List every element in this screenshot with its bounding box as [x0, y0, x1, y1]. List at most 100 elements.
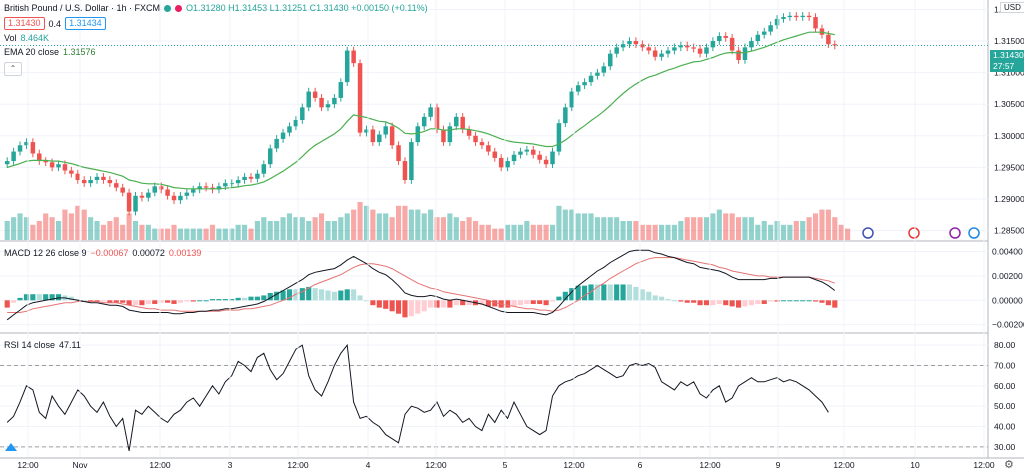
status-dot-icon [164, 4, 172, 12]
volume-bar [100, 224, 107, 240]
time-tick-label: 3 [228, 460, 233, 470]
candle-body [357, 63, 363, 133]
macd-histogram-bar [242, 297, 248, 301]
macd-histogram-bar [408, 300, 414, 317]
macd-histogram-bar [229, 299, 235, 301]
candle-body [800, 15, 805, 18]
volume-bar [466, 217, 472, 240]
macd-histogram-bar [530, 300, 536, 304]
candle-body [749, 41, 754, 48]
volume-bar [761, 221, 767, 240]
candle-body [601, 66, 607, 73]
tradingview-logo-icon[interactable] [4, 440, 18, 452]
macd-histogram-bar [203, 300, 209, 302]
macd-histogram-bar [126, 300, 132, 306]
volume-bar [703, 217, 710, 240]
volume-bar [389, 217, 395, 240]
volume-bar [254, 221, 260, 240]
candle-body [723, 36, 728, 38]
macd-histogram-bar [543, 300, 549, 306]
macd-histogram-bar [671, 300, 677, 302]
volume-bar [261, 217, 267, 240]
volume-bar [838, 224, 844, 240]
price-tick-label: 1.29000 [994, 194, 1024, 204]
volume-bar [607, 217, 613, 240]
macd-histogram-bar [524, 300, 530, 304]
candle-body [120, 187, 125, 193]
volume-bar [370, 209, 376, 240]
candle-body [672, 47, 677, 51]
candle-body [659, 53, 664, 57]
collapse-chevron-icon[interactable]: ⌃ [4, 62, 22, 76]
volume-bar [43, 213, 49, 240]
volume-bar [780, 224, 787, 240]
macd-histogram-bar [665, 299, 671, 301]
volume-bar [793, 221, 799, 240]
candle-body [396, 145, 401, 162]
macd-histogram-bar [594, 284, 600, 301]
candle-body [717, 36, 722, 42]
candle-body [197, 186, 202, 190]
volume-bar [248, 228, 254, 240]
macd-histogram-bar [825, 300, 831, 306]
volume-bar [492, 228, 498, 240]
macd-histogram-bar [209, 299, 216, 301]
volume-bar [402, 205, 408, 240]
candle-body [633, 41, 639, 45]
rsi-tick-label: 50.00 [994, 401, 1016, 411]
macd-histogram-bar [222, 299, 228, 301]
volume-bar [845, 228, 851, 240]
macd-histogram-bar [710, 300, 716, 306]
bid-price[interactable]: 1.31430 [4, 17, 45, 30]
volume-bar [678, 221, 684, 240]
candle-body [287, 126, 292, 133]
candle-body [43, 161, 48, 163]
volume-bar [460, 221, 466, 240]
macd-histogram-bar [197, 300, 203, 302]
candle-body [171, 195, 177, 201]
macd-histogram-bar [280, 290, 286, 301]
volume-bar [652, 224, 658, 240]
volume-bar [428, 209, 434, 240]
macd-histogram-bar [505, 300, 511, 308]
macd-histogram-bar [88, 300, 94, 302]
macd-histogram-bar [383, 300, 389, 309]
time-tick-label: 12:00 [973, 460, 995, 470]
candle-body [332, 97, 337, 105]
macd-histogram-bar [582, 285, 588, 301]
macd-histogram-bar [357, 295, 363, 301]
time-tick-label: 6 [638, 460, 643, 470]
volume-bar [787, 224, 793, 240]
currency-button[interactable]: USD [1000, 2, 1024, 13]
macd-histogram-bar [139, 300, 145, 306]
volume-bar [582, 213, 588, 240]
macd-histogram-bar [55, 294, 62, 301]
volume-bar [729, 213, 735, 240]
candle-body [165, 189, 170, 196]
volume-bar [549, 224, 556, 240]
volume-bar [184, 228, 190, 240]
volume-bar [331, 221, 337, 240]
volume-bar [524, 221, 530, 240]
macd-histogram-bar [453, 300, 459, 306]
candle-body [126, 192, 132, 212]
volume-bar [88, 217, 94, 240]
candle-body [736, 50, 741, 60]
ask-price[interactable]: 1.31434 [65, 17, 106, 30]
volume-bar [633, 221, 639, 240]
macd-histogram-bar [812, 300, 819, 302]
price-tick-label: 1.28500 [994, 226, 1024, 236]
macd-histogram-bar [575, 285, 581, 301]
candle-body [684, 45, 690, 48]
settings-gear-icon[interactable]: ⚙ [1004, 459, 1014, 471]
macd-histogram-bar [793, 300, 799, 302]
macd-histogram-bar [306, 286, 312, 301]
macd-histogram-bar [395, 300, 402, 314]
volume-bar [49, 217, 55, 240]
volume-bar [94, 221, 100, 240]
volume-bar [203, 228, 209, 240]
eye-icon[interactable] [175, 4, 183, 12]
candle-body [319, 97, 324, 108]
candle-body [697, 48, 703, 54]
